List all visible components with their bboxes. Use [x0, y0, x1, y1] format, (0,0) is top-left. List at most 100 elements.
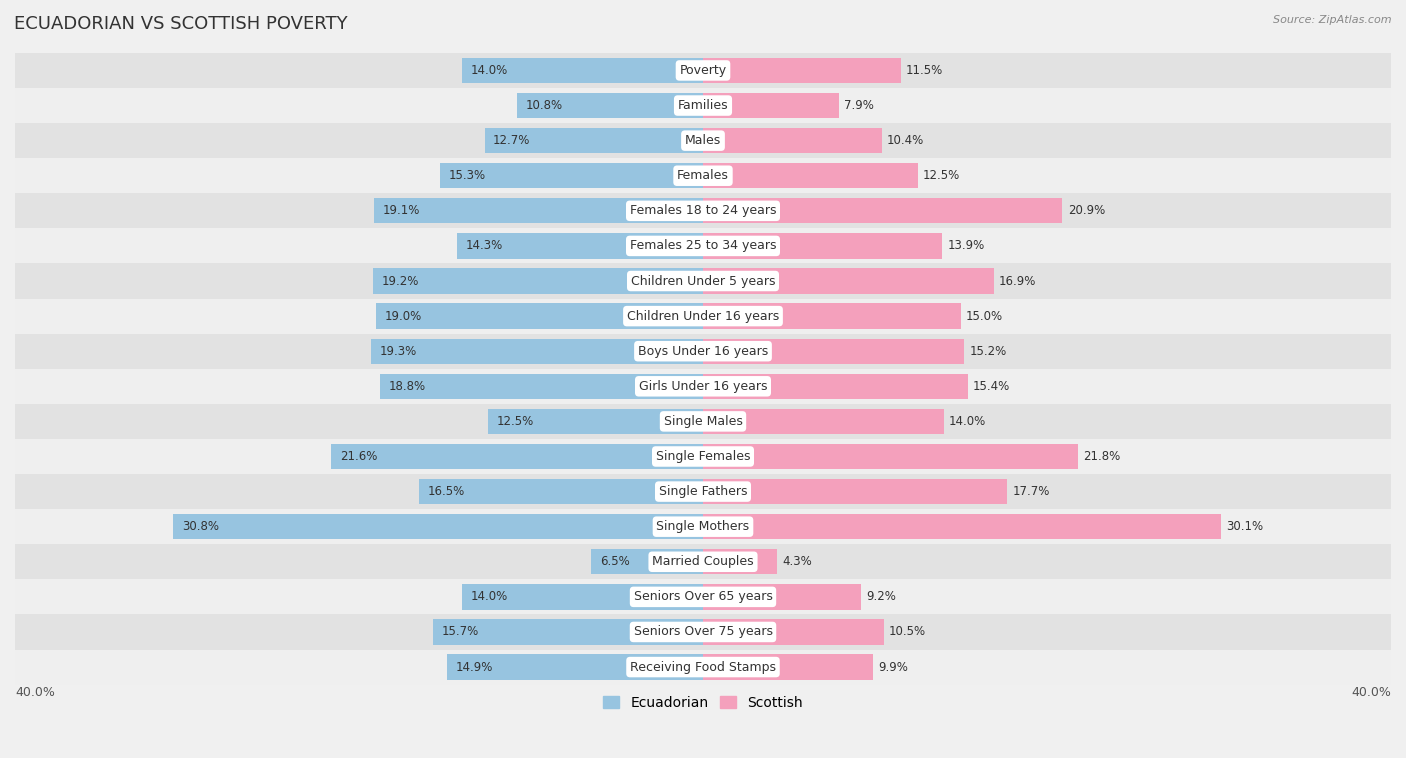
Text: 13.9%: 13.9%	[948, 240, 984, 252]
Bar	[591, 549, 703, 575]
Bar	[703, 339, 965, 364]
Bar	[377, 303, 703, 329]
Bar	[517, 93, 703, 118]
Bar	[332, 444, 703, 469]
Text: Females 25 to 34 years: Females 25 to 34 years	[630, 240, 776, 252]
Text: 10.5%: 10.5%	[889, 625, 927, 638]
Bar	[463, 584, 703, 609]
Text: 40.0%: 40.0%	[1351, 686, 1391, 700]
Bar	[703, 514, 1220, 539]
Text: 15.4%: 15.4%	[973, 380, 1011, 393]
Bar	[703, 444, 1078, 469]
Bar	[440, 163, 703, 189]
Legend: Ecuadorian, Scottish: Ecuadorian, Scottish	[598, 691, 808, 716]
Bar	[373, 268, 703, 293]
Bar	[703, 198, 1063, 224]
Bar	[15, 474, 1391, 509]
Text: 14.3%: 14.3%	[465, 240, 503, 252]
Text: ECUADORIAN VS SCOTTISH POVERTY: ECUADORIAN VS SCOTTISH POVERTY	[14, 15, 347, 33]
Text: Seniors Over 65 years: Seniors Over 65 years	[634, 590, 772, 603]
Text: Families: Families	[678, 99, 728, 112]
Bar	[447, 654, 703, 680]
Bar	[15, 158, 1391, 193]
Text: 12.5%: 12.5%	[496, 415, 534, 428]
Bar	[371, 339, 703, 364]
Text: 16.5%: 16.5%	[427, 485, 465, 498]
Text: Children Under 16 years: Children Under 16 years	[627, 309, 779, 323]
Text: Females 18 to 24 years: Females 18 to 24 years	[630, 205, 776, 218]
Text: 10.8%: 10.8%	[526, 99, 562, 112]
Bar	[15, 404, 1391, 439]
Text: Seniors Over 75 years: Seniors Over 75 years	[634, 625, 772, 638]
Bar	[703, 58, 901, 83]
Bar	[15, 88, 1391, 123]
Bar	[15, 299, 1391, 334]
Text: 15.2%: 15.2%	[970, 345, 1007, 358]
Text: 9.2%: 9.2%	[866, 590, 896, 603]
Bar	[15, 334, 1391, 368]
Text: 15.0%: 15.0%	[966, 309, 1004, 323]
Bar	[703, 409, 943, 434]
Text: Poverty: Poverty	[679, 64, 727, 77]
Text: Receiving Food Stamps: Receiving Food Stamps	[630, 660, 776, 674]
Text: 14.0%: 14.0%	[471, 590, 508, 603]
Bar	[433, 619, 703, 644]
Text: 12.7%: 12.7%	[494, 134, 530, 147]
Text: 19.2%: 19.2%	[381, 274, 419, 287]
Text: Married Couples: Married Couples	[652, 556, 754, 568]
Text: 18.8%: 18.8%	[388, 380, 426, 393]
Text: 20.9%: 20.9%	[1067, 205, 1105, 218]
Bar	[15, 544, 1391, 579]
Text: 10.4%: 10.4%	[887, 134, 924, 147]
Bar	[15, 123, 1391, 158]
Bar	[15, 579, 1391, 615]
Bar	[15, 264, 1391, 299]
Bar	[15, 509, 1391, 544]
Text: 17.7%: 17.7%	[1012, 485, 1050, 498]
Text: 14.0%: 14.0%	[949, 415, 986, 428]
Text: 15.3%: 15.3%	[449, 169, 485, 182]
Text: 19.0%: 19.0%	[385, 309, 422, 323]
Text: Children Under 5 years: Children Under 5 years	[631, 274, 775, 287]
Text: 9.9%: 9.9%	[879, 660, 908, 674]
Bar	[703, 654, 873, 680]
Text: Single Males: Single Males	[664, 415, 742, 428]
Bar	[15, 228, 1391, 264]
Bar	[463, 58, 703, 83]
Text: 21.6%: 21.6%	[340, 450, 377, 463]
Bar	[173, 514, 703, 539]
Bar	[15, 615, 1391, 650]
Bar	[703, 163, 918, 189]
Bar	[15, 368, 1391, 404]
Text: 40.0%: 40.0%	[15, 686, 55, 700]
Bar	[703, 479, 1008, 504]
Text: Girls Under 16 years: Girls Under 16 years	[638, 380, 768, 393]
Bar	[703, 93, 839, 118]
Text: 11.5%: 11.5%	[905, 64, 943, 77]
Text: Single Fathers: Single Fathers	[659, 485, 747, 498]
Bar	[15, 439, 1391, 474]
Bar	[374, 198, 703, 224]
Text: 19.1%: 19.1%	[382, 205, 420, 218]
Bar	[15, 650, 1391, 684]
Text: 30.1%: 30.1%	[1226, 520, 1263, 533]
Text: Source: ZipAtlas.com: Source: ZipAtlas.com	[1274, 15, 1392, 25]
Text: Females: Females	[678, 169, 728, 182]
Bar	[703, 233, 942, 258]
Bar	[703, 549, 778, 575]
Text: 16.9%: 16.9%	[998, 274, 1036, 287]
Bar	[703, 128, 882, 153]
Bar	[15, 193, 1391, 228]
Text: Boys Under 16 years: Boys Under 16 years	[638, 345, 768, 358]
Text: Males: Males	[685, 134, 721, 147]
Bar	[703, 303, 960, 329]
Text: 21.8%: 21.8%	[1083, 450, 1121, 463]
Text: Single Mothers: Single Mothers	[657, 520, 749, 533]
Bar	[488, 409, 703, 434]
Bar	[457, 233, 703, 258]
Bar	[380, 374, 703, 399]
Text: 14.0%: 14.0%	[471, 64, 508, 77]
Text: 4.3%: 4.3%	[782, 556, 811, 568]
Text: 14.9%: 14.9%	[456, 660, 492, 674]
Text: 19.3%: 19.3%	[380, 345, 418, 358]
